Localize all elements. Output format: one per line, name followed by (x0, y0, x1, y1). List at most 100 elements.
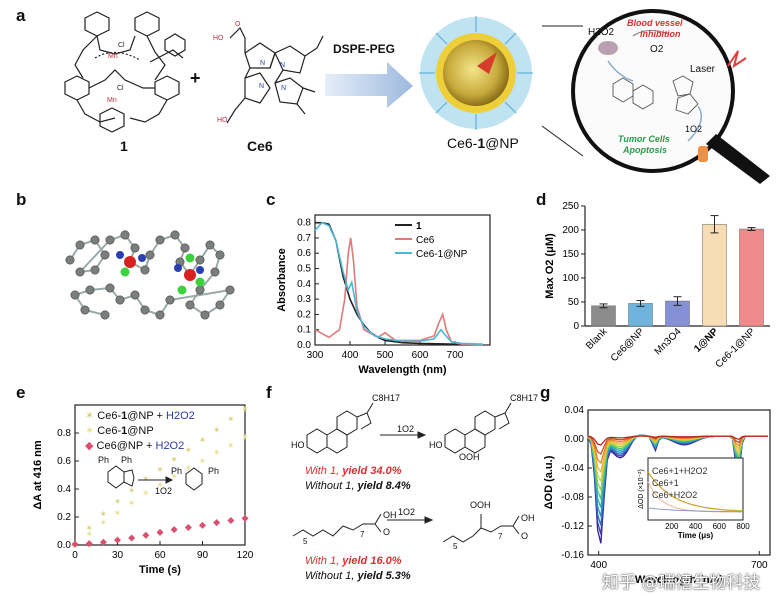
crystal-mn-atom (184, 269, 196, 281)
crystal-atom (100, 310, 110, 320)
crystal-cl-atom (177, 285, 187, 295)
chart-c-ytick-label: 0.2 (297, 309, 311, 320)
inset-singlet-o2: 1O2 (685, 124, 703, 134)
svg-text:O: O (235, 21, 241, 28)
chart-c-legend-label: Ce6-1@NP (416, 249, 468, 260)
chart-e-xtick-label: 0 (72, 550, 78, 561)
chart-g-inset-xtick-label: 400 (689, 522, 703, 531)
chart-d-ytick-label: 250 (562, 201, 579, 212)
chart-e-point: ✶ (227, 414, 235, 424)
chart-e-point: ✶ (128, 498, 136, 508)
chart-d-category-label: Ce6-1@NP (714, 326, 758, 370)
legend-e-item-2: ✶ Ce6-1@NP (85, 425, 154, 437)
mn-label-2: Mn (107, 97, 117, 104)
crystal-mn-atom (124, 256, 136, 268)
chart-d-category-label: Blank (584, 326, 610, 352)
crystal-atom (140, 305, 150, 315)
chart-e-xtick-label: 90 (197, 550, 209, 561)
compound-1-label: 1 (120, 138, 128, 154)
chart-e-ylabel: ΔA at 416 nm (32, 440, 44, 509)
nanoparticle-label: Ce6-1@NP (447, 135, 519, 151)
chart-d-ytick-label: 200 (562, 225, 579, 236)
crystal-atom (145, 250, 155, 260)
panel-label-b: b (16, 190, 27, 209)
crystal-atom (140, 265, 150, 275)
np-label-suffix: @NP (485, 135, 519, 151)
chart-g-inset-xtick-label: 200 (665, 522, 679, 531)
chart-g-ylabel: ΔOD (a.u.) (543, 455, 555, 509)
svg-text:HO: HO (217, 117, 228, 124)
chart-e-point: ✶ (156, 480, 164, 490)
chart-g-inset-legend: Ce6+1+H2O2 Ce6+1 Ce6+H2O2 (652, 465, 708, 501)
chart-e-point (156, 528, 164, 536)
chart-c-ytick-label: 0.8 (297, 218, 311, 229)
chart-c-ytick-label: 0.5 (297, 264, 311, 275)
f-reagent-1: 1O2 (397, 424, 415, 434)
mn-label-1: Mn (108, 53, 118, 60)
crystal-atom (155, 310, 165, 320)
chart-c-series-line (314, 221, 484, 346)
crystal-atom (90, 265, 100, 275)
chart-e-point: ✶ (213, 425, 221, 435)
f-without-2: Without 1, yield 5.3% (305, 570, 411, 582)
crystal-bond (169, 289, 231, 301)
crystal-atom (80, 305, 90, 315)
chart-e-point: ✶ (156, 464, 164, 474)
crystal-atom (85, 285, 95, 295)
chart-c-xtick-label: 600 (412, 350, 429, 361)
panel-label-c: c (266, 190, 276, 209)
reaction-inset-e (107, 465, 203, 491)
svg-text:N: N (259, 83, 264, 90)
chart-g-ytick-label: 0.00 (565, 434, 585, 445)
chart-e-ytick-label: 0.4 (57, 484, 71, 495)
chart-e-xtick-label: 120 (237, 550, 254, 561)
crystal-atom (115, 295, 125, 305)
crystal-atom (130, 243, 140, 253)
f-reagent-2: 1O2 (398, 507, 416, 517)
crystal-atom (70, 290, 80, 300)
chart-d-ytick-label: 150 (562, 249, 579, 260)
reaction-ph-4: Ph (208, 466, 220, 476)
crystal-atom (180, 243, 190, 253)
reaction-ph-3: Ph (171, 466, 183, 476)
np-label-bold: 1 (477, 135, 486, 151)
plus-sign: + (190, 68, 201, 88)
crystal-atom (75, 240, 85, 250)
chart-e-point (199, 521, 206, 529)
chart-e-point (213, 519, 221, 527)
chart-e-point: ✶ (185, 463, 193, 473)
chart-e-point (142, 531, 150, 539)
transient-absorption-chart: 0.04 0.00 -0.04 -0.08 -0.12 -0.16 400 700 Wavele… (543, 405, 771, 586)
chart-c-legend-label: Ce6 (416, 235, 435, 246)
f-o-1: O (383, 527, 391, 537)
f-ooh-1: OOH (459, 452, 480, 462)
chart-c-xtick-label: 400 (342, 350, 359, 361)
crystal-n-atom (196, 266, 204, 274)
chart-e-point: ✶ (100, 518, 108, 528)
f-with-2: With 1, yield 16.0% (305, 555, 402, 567)
chart-e-point: ✶ (114, 497, 122, 507)
crystal-atom (195, 285, 205, 295)
panel-label-f: f (266, 383, 272, 402)
ce6-label: Ce6 (247, 138, 273, 154)
chart-e-point: ✶ (170, 471, 178, 481)
chart-c-ytick-label: 0.3 (297, 294, 311, 305)
chart-d-ytick-label: 0 (573, 321, 579, 332)
g-legend-2: Ce6+1 (652, 478, 679, 488)
ce6-structure: HO O HO N N N N (213, 21, 324, 124)
f-chain-sub-2: 7 (360, 530, 365, 539)
chart-e-point (71, 540, 79, 548)
chart-g-ytick-label: 0.04 (565, 405, 585, 416)
crystal-atom (100, 250, 110, 260)
chart-c-frame (314, 214, 491, 346)
crystal-atom (130, 290, 140, 300)
chart-e-ytick-label: 0.0 (57, 540, 71, 551)
chart-d-bar (628, 303, 653, 327)
crystal-cl-atom (195, 277, 205, 287)
chart-e-point: ✶ (85, 523, 93, 533)
f-oh-1: OH (383, 510, 397, 520)
chart-e-legend: ✶ Ce6-1@NP + H2O2 ✶ Ce6-1@NP ◆ Ce6@NP + … (85, 409, 195, 454)
inset-laser: Laser (690, 64, 716, 75)
g-legend-1: Ce6+1+H2O2 (652, 466, 708, 476)
f-chain-sub-3: 5 (453, 542, 458, 551)
